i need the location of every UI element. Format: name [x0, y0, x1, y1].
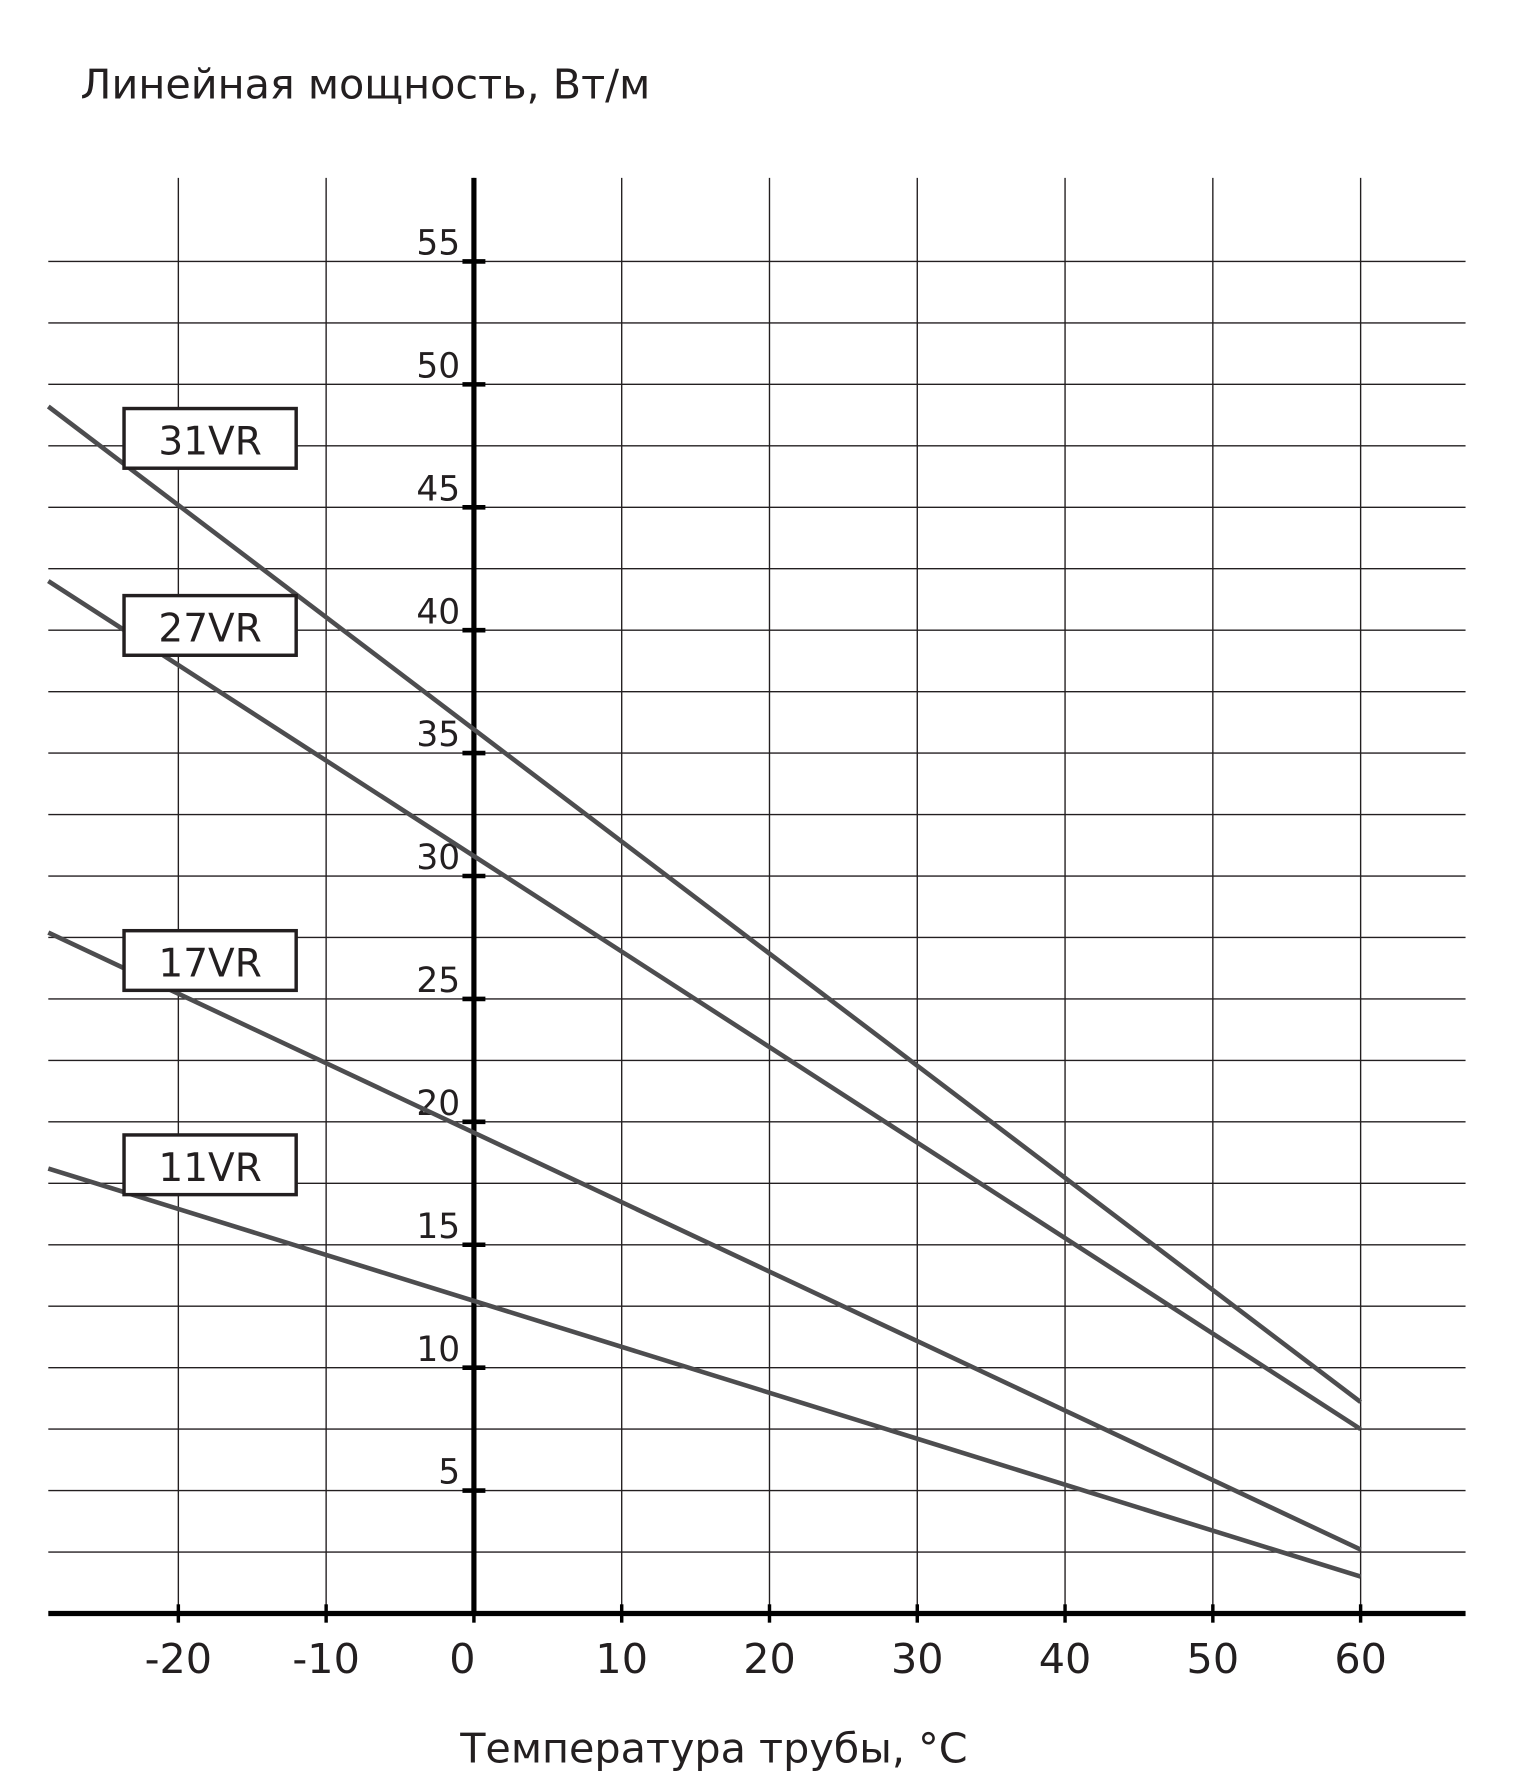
- x-axis-title: Температура трубы, °C: [459, 1725, 967, 1773]
- y-tick-label: 10: [416, 1330, 460, 1370]
- series-line: [46, 404, 1363, 1404]
- legend-label: 31VR: [158, 419, 261, 464]
- legend-box: [122, 928, 298, 993]
- x-tick-label: 60: [1334, 1635, 1387, 1683]
- x-tick-label: -20: [145, 1635, 212, 1683]
- legend-label: 17VR: [158, 942, 261, 987]
- x-tick-label: -10: [292, 1635, 359, 1683]
- x-tick-label: 20: [743, 1635, 796, 1683]
- y-tick-label: 5: [438, 1453, 460, 1493]
- y-tick-label: 55: [416, 224, 460, 264]
- y-axis-title: Линейная мощность, Вт/м: [80, 61, 650, 109]
- x-tick-label: 30: [891, 1635, 944, 1683]
- series-line: [47, 930, 1362, 1552]
- y-tick-label: 15: [416, 1207, 460, 1247]
- x-tick-label: 50: [1187, 1635, 1240, 1683]
- x-tick-label: 40: [1039, 1635, 1092, 1683]
- legend-box: [122, 1133, 298, 1197]
- legend-label: 11VR: [158, 1146, 261, 1191]
- x-tick-label: 0: [449, 1635, 475, 1683]
- y-tick-label: 35: [416, 715, 460, 755]
- y-tick-label: 50: [416, 346, 460, 386]
- series-line: [47, 1166, 1362, 1579]
- x-tick-label: 10: [595, 1635, 648, 1683]
- y-tick-label: 45: [416, 469, 460, 509]
- legend-box: [122, 593, 298, 657]
- legend-label: 27VR: [158, 606, 261, 651]
- legend-box: [122, 406, 298, 470]
- series-line: [47, 579, 1362, 1432]
- y-tick-label: 40: [416, 592, 460, 632]
- y-tick-label: 25: [416, 961, 460, 1001]
